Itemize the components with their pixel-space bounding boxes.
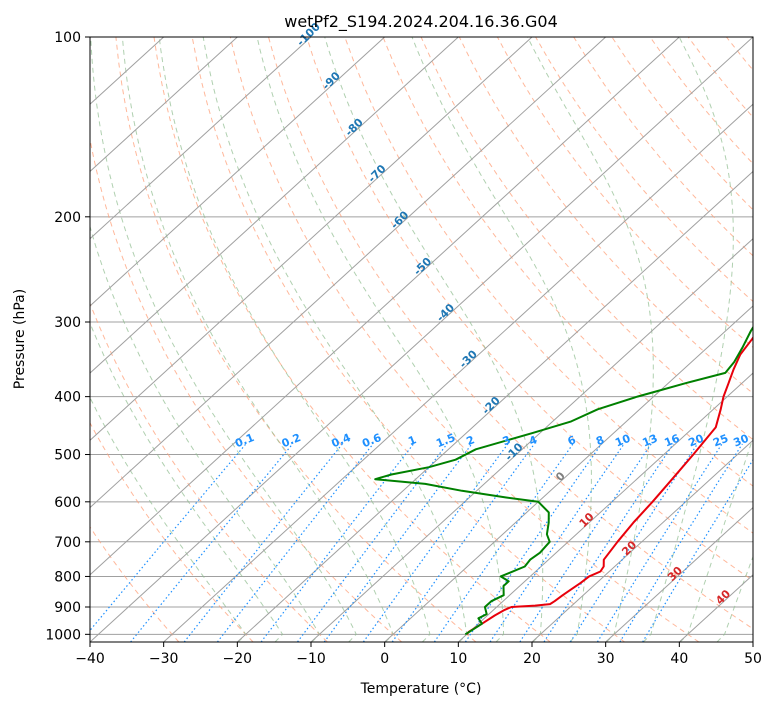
dry-adiabat-line xyxy=(496,37,753,348)
dry-adiabat-line xyxy=(268,37,753,630)
mixing-ratio-line xyxy=(569,443,698,642)
isotherm-line xyxy=(163,103,753,642)
x-tick-label: −40 xyxy=(75,651,105,667)
y-tick-label: 800 xyxy=(54,569,81,585)
mixing-ratio-label: 20 xyxy=(687,432,706,450)
dry-adiabat-line xyxy=(153,37,551,642)
moist-adiabat-line xyxy=(90,396,247,642)
mixing-ratio-line xyxy=(130,443,294,642)
moist-adiabat-line xyxy=(90,224,321,642)
y-axis-label: Pressure (hPa) xyxy=(12,289,28,389)
isotherm-line xyxy=(310,237,753,642)
moist-adiabat-line xyxy=(716,555,753,642)
dry-adiabat-line xyxy=(765,37,775,642)
mixing-ratio-line xyxy=(543,443,674,642)
dry-adiabat-line xyxy=(90,421,254,642)
isotherm-line xyxy=(752,641,753,642)
y-tick-label: 100 xyxy=(54,30,81,46)
mixing-ratio-line xyxy=(642,458,753,642)
isotherm-line xyxy=(531,439,753,642)
mixing-ratio-label: 8 xyxy=(594,433,606,448)
moist-adiabat-line xyxy=(679,436,753,642)
mixing-ratio-line xyxy=(619,443,743,642)
x-tick-label: 30 xyxy=(597,651,615,667)
y-tick-label: 500 xyxy=(54,448,81,464)
mixing-ratio-line xyxy=(433,443,574,642)
mixing-ratio-line xyxy=(362,443,509,642)
dry-adiabat-line xyxy=(115,37,477,642)
mixing-ratio-line xyxy=(323,443,473,642)
isotherm-line xyxy=(236,170,753,642)
mixing-ratio-label: 13 xyxy=(640,432,659,450)
y-tick-label: 900 xyxy=(54,600,81,616)
isotherm-line xyxy=(90,37,753,642)
x-tick-label: 10 xyxy=(449,651,467,667)
isotherm-line xyxy=(457,372,753,642)
dry-adiabat-line xyxy=(229,37,700,642)
isotherm-line xyxy=(90,37,680,576)
x-tick-label: −10 xyxy=(296,651,326,667)
x-tick-label: −20 xyxy=(223,651,253,667)
moist-adiabat-line xyxy=(527,37,654,642)
moist-adiabat-line xyxy=(643,37,734,642)
isotherm-line xyxy=(90,37,533,442)
mixing-ratio-label: 16 xyxy=(662,432,681,450)
mixing-ratio-label: 25 xyxy=(711,432,730,450)
mixing-ratio-line xyxy=(489,443,625,642)
isotherm-line xyxy=(90,37,607,509)
x-tick-label: 40 xyxy=(670,651,688,667)
x-tick-label: 0 xyxy=(380,651,389,667)
mixing-ratio-label: 30 xyxy=(732,432,751,450)
x-tick-label: 20 xyxy=(523,651,541,667)
dry-adiabat-line xyxy=(420,37,753,441)
x-tick-label: −30 xyxy=(149,651,179,667)
dewpoint-profile-line xyxy=(374,325,753,636)
isotherm-line xyxy=(605,506,753,642)
mixing-ratio-line xyxy=(464,443,602,642)
mixing-ratio-line xyxy=(596,443,723,642)
moist-adiabat-line xyxy=(411,37,592,642)
moist-adiabat-line xyxy=(90,37,357,642)
isotherm-line xyxy=(90,37,386,307)
temperature-profile-line xyxy=(465,335,753,635)
isotherm-line xyxy=(90,37,312,240)
x-axis-label: Temperature (°C) xyxy=(360,681,482,697)
chart-axes: −40 −30 −20 −10 0 10 20 30 40 50 100 200 300 400 500 60… xyxy=(45,30,762,667)
dry-adiabat-line xyxy=(458,37,753,394)
moist-adiabat-line xyxy=(256,37,505,642)
mixing-ratio-label: 10 xyxy=(613,432,632,450)
chart-grid xyxy=(90,37,775,642)
y-tick-label: 300 xyxy=(54,315,81,331)
mixing-ratio-line xyxy=(297,443,448,642)
mixing-ratio-label: 1 xyxy=(406,433,418,448)
mixing-ratio-line xyxy=(260,443,414,642)
mixing-ratio-label: 2 xyxy=(465,433,477,448)
dry-adiabat-line xyxy=(90,302,328,642)
isotherm-line xyxy=(90,37,238,173)
y-tick-label: 1000 xyxy=(45,627,81,643)
y-tick-label: 400 xyxy=(54,390,81,406)
moist-adiabat-line xyxy=(121,37,394,642)
moist-adiabat-line xyxy=(324,37,544,642)
y-tick-label: 600 xyxy=(54,495,81,511)
mixing-ratio-line xyxy=(90,443,247,632)
moist-adiabat-line xyxy=(202,37,468,642)
dry-adiabat-line xyxy=(90,526,180,642)
y-tick-label: 200 xyxy=(54,210,81,226)
moist-adiabat-line xyxy=(158,37,431,642)
chart-title: wetPf2_S194.2024.204.16.36.G04 xyxy=(284,12,558,32)
dry-adiabat-line xyxy=(90,136,403,642)
mixing-ratio-label: 3 xyxy=(501,433,513,448)
dry-adiabat-line xyxy=(344,37,753,534)
moist-adiabat-line xyxy=(90,321,284,642)
chart-series xyxy=(374,325,753,636)
isotherm-line xyxy=(90,37,459,374)
x-tick-label: 50 xyxy=(744,651,762,667)
isotherm-line xyxy=(384,305,753,642)
mixing-ratio-line xyxy=(519,443,652,642)
y-tick-label: 700 xyxy=(54,535,81,551)
plot-frame xyxy=(89,36,754,643)
